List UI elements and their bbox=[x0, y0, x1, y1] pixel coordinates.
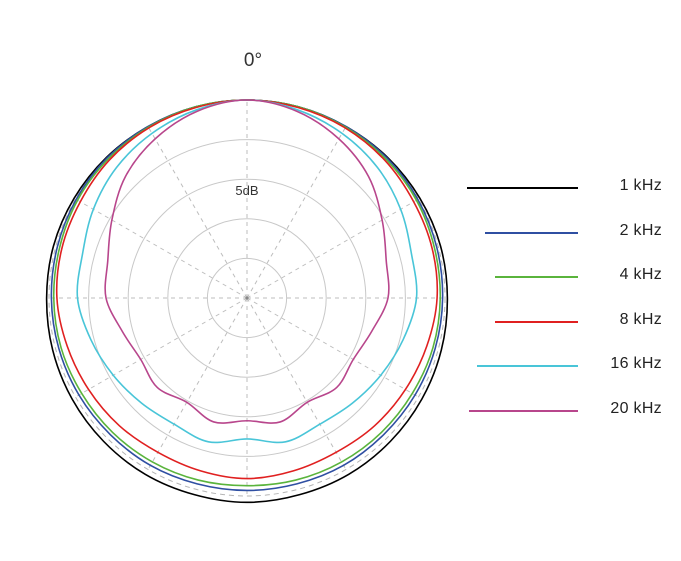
grid-spoke-60 bbox=[246, 198, 419, 299]
series-curve-2 bbox=[52, 99, 442, 487]
legend-swatch bbox=[485, 231, 578, 234]
grid-ring-1 bbox=[206, 257, 288, 339]
legend: 1 kHz 2 kHz 4 kHz 8 kHz 16 kHz 20 kHz bbox=[455, 170, 670, 438]
grid-spoke-210 bbox=[147, 297, 248, 470]
grid-spoke-30 bbox=[246, 126, 347, 299]
series-curve-1 bbox=[50, 99, 444, 492]
polar-curves bbox=[45, 99, 449, 504]
legend-swatch bbox=[477, 365, 578, 368]
angle-label-0: 0° bbox=[244, 50, 262, 71]
legend-swatch bbox=[467, 187, 578, 189]
legend-label: 1 kHz bbox=[619, 177, 662, 194]
polar-chart: 0° 5dB bbox=[45, 50, 449, 504]
grid-ring-5 bbox=[48, 99, 446, 497]
legend-label: 8 kHz bbox=[619, 310, 662, 328]
legend-swatch bbox=[469, 409, 578, 412]
grid-spoke-330 bbox=[147, 126, 248, 299]
legend-swatch bbox=[495, 320, 578, 323]
legend-item: 4 kHz bbox=[455, 259, 670, 304]
center-dot bbox=[245, 296, 249, 300]
legend-item: 8 kHz bbox=[455, 304, 670, 349]
grid-spoke-120 bbox=[246, 297, 419, 398]
grid-spoke-300 bbox=[75, 198, 248, 299]
legend-item: 20 kHz bbox=[455, 393, 670, 438]
series-curve-0 bbox=[45, 99, 449, 504]
polar-grid bbox=[48, 99, 446, 497]
legend-label: 16 kHz bbox=[610, 355, 662, 373]
series-curve-4 bbox=[76, 99, 418, 444]
grid-ring-4 bbox=[88, 139, 406, 457]
legend-label: 20 kHz bbox=[610, 399, 662, 417]
series-curve-5 bbox=[104, 99, 390, 424]
legend-item: 2 kHz bbox=[455, 215, 670, 260]
legend-item: 1 kHz bbox=[455, 170, 670, 215]
legend-swatch bbox=[495, 276, 578, 279]
legend-label: 4 kHz bbox=[619, 266, 662, 284]
series-curve-3 bbox=[55, 99, 439, 480]
legend-label: 2 kHz bbox=[619, 221, 662, 239]
grid-ring-2 bbox=[167, 218, 327, 378]
legend-item: 16 kHz bbox=[455, 348, 670, 393]
grid-ring-3 bbox=[127, 178, 367, 418]
grid-spoke-240 bbox=[75, 297, 248, 398]
grid-spoke-150 bbox=[246, 297, 347, 470]
ring-label: 5dB bbox=[235, 183, 258, 198]
